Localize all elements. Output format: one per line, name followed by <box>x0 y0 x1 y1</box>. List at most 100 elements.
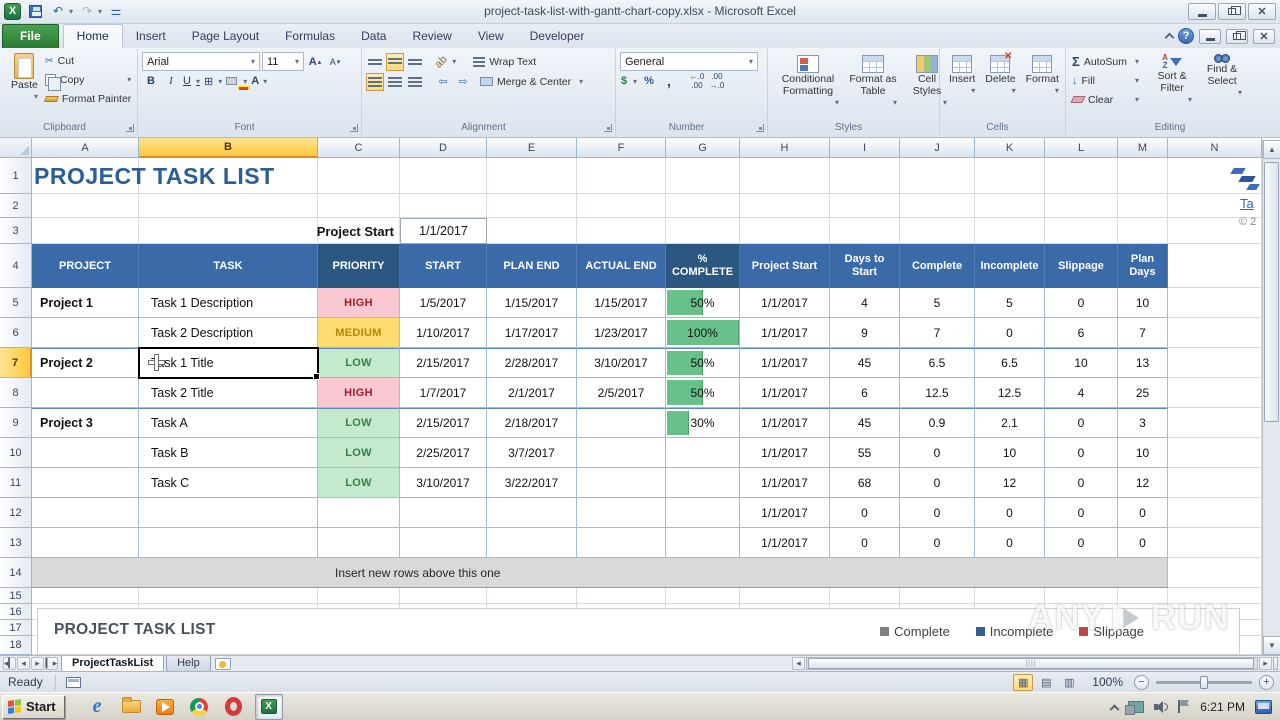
format-cells-button[interactable]: Format ▾ <box>1021 53 1064 120</box>
table-header-complete[interactable]: % COMPLETE <box>666 244 740 288</box>
cell-start[interactable] <box>400 498 487 528</box>
cell-days_to_start[interactable]: 0 <box>830 498 900 528</box>
cell-incomplete[interactable]: 12 <box>975 468 1045 498</box>
column-header-A[interactable]: A <box>32 138 139 158</box>
cell-plan_end[interactable] <box>487 498 577 528</box>
media-player-icon[interactable] <box>153 694 178 719</box>
cell-priority[interactable]: MEDIUM <box>318 318 400 348</box>
cell-complete[interactable] <box>666 468 740 498</box>
sheet-tab-help[interactable]: Help <box>166 655 211 672</box>
cell-days_to_start[interactable]: 6 <box>830 378 900 408</box>
insert-cells-button[interactable]: Insert ▾ <box>944 53 980 120</box>
cell-project_start[interactable]: 1/1/2017 <box>740 378 830 408</box>
row-header-5[interactable]: 5 <box>0 288 32 318</box>
cell-actual_end[interactable]: 2/5/2017 <box>577 378 666 408</box>
start-button[interactable]: Start <box>2 694 65 719</box>
cell-project_start[interactable]: 1/1/2017 <box>740 498 830 528</box>
cell-task[interactable]: Task 2 Title <box>139 378 318 408</box>
cell-plan_end[interactable]: 3/7/2017 <box>487 438 577 468</box>
table-header-slippage[interactable]: Slippage <box>1045 244 1118 288</box>
vertical-scroll-thumb[interactable] <box>1264 162 1279 422</box>
ribbon-tab-page-layout[interactable]: Page Layout <box>191 29 260 43</box>
number-format-select[interactable]: General ▾ <box>620 52 758 71</box>
autosum-button[interactable]: Σ AutoSum ▾ <box>1072 54 1140 69</box>
row-header-12[interactable]: 12 <box>0 498 32 528</box>
page-break-view-button[interactable]: ▥ <box>1064 676 1075 689</box>
cell-start[interactable]: 3/10/2017 <box>400 468 487 498</box>
wrap-text-button[interactable]: Wrap Text <box>471 52 538 71</box>
cell-complete[interactable]: 50% <box>666 378 740 408</box>
column-header-L[interactable]: L <box>1045 138 1118 158</box>
cell-slippage[interactable]: 10 <box>1045 348 1118 378</box>
cell-complete[interactable] <box>666 528 740 558</box>
tray-expand-icon[interactable] <box>1109 704 1120 715</box>
cell-incomplete[interactable]: 0 <box>975 498 1045 528</box>
action-center-flag-icon[interactable] <box>1178 700 1190 713</box>
cell-priority[interactable] <box>318 498 400 528</box>
excel-taskbar-button[interactable]: X <box>254 693 283 720</box>
table-header-complete_days[interactable]: Complete <box>900 244 975 288</box>
cell-days_to_start[interactable]: 0 <box>830 528 900 558</box>
ribbon-tab-view[interactable]: View <box>477 29 504 43</box>
insert-row[interactable]: Insert new rows above this one <box>32 558 1168 588</box>
hscroll-left-icon[interactable]: ◂ <box>792 657 805 670</box>
grow-font-button[interactable]: A ▴ <box>308 55 322 68</box>
ribbon-tab-data[interactable]: Data <box>361 29 387 43</box>
cell-priority[interactable]: LOW <box>318 348 400 378</box>
grid-canvas[interactable]: PROJECT TASK LIST Project Start 1/1/2017… <box>32 158 1262 655</box>
cell-project[interactable] <box>32 528 139 558</box>
cell-project[interactable] <box>32 468 139 498</box>
tab-split-handle[interactable] <box>1273 657 1278 670</box>
cut-button[interactable]: ✂ Cut <box>44 54 75 67</box>
cell-slippage[interactable]: 6 <box>1045 318 1118 348</box>
cell-slippage[interactable]: 0 <box>1045 408 1118 438</box>
cell-slippage[interactable]: 0 <box>1045 498 1118 528</box>
last-sheet-button[interactable]: ▎▸ <box>45 657 58 670</box>
cell-priority[interactable]: LOW <box>318 438 400 468</box>
scroll-up-icon[interactable]: ▲ <box>1263 140 1280 159</box>
currency-format-button[interactable]: $ ▾ <box>621 75 637 87</box>
cell-priority[interactable]: LOW <box>318 408 400 438</box>
cell-actual_end[interactable] <box>577 408 666 438</box>
cell-days_to_start[interactable]: 55 <box>830 438 900 468</box>
project-start-value[interactable]: 1/1/2017 <box>400 218 487 244</box>
row-header-4[interactable]: 4 <box>0 244 32 288</box>
cell-plan_days[interactable]: 0 <box>1118 528 1168 558</box>
row-header-13[interactable]: 13 <box>0 528 32 558</box>
column-header-D[interactable]: D <box>400 138 487 158</box>
increase-decimal-button[interactable]: ←.0.00 <box>689 71 705 90</box>
cell-plan_days[interactable]: 25 <box>1118 378 1168 408</box>
paste-button[interactable]: Paste ▾ <box>6 51 43 108</box>
cell-priority[interactable]: HIGH <box>318 378 400 408</box>
cell-complete[interactable]: 100% <box>666 318 740 348</box>
cell-project_start[interactable]: 1/1/2017 <box>740 318 830 348</box>
cell-plan_end[interactable]: 3/22/2017 <box>487 468 577 498</box>
cell-incomplete[interactable]: 0 <box>975 528 1045 558</box>
cell-complete_days[interactable]: 6.5 <box>900 348 975 378</box>
cell-project[interactable] <box>32 378 139 408</box>
column-header-M[interactable]: M <box>1118 138 1168 158</box>
merge-center-button[interactable]: Merge & Center ▾ <box>478 72 585 91</box>
ribbon-tab-home[interactable]: Home <box>62 24 123 48</box>
font-family-select[interactable]: Arial ▾ <box>142 52 260 71</box>
cell-incomplete[interactable]: 0 <box>975 318 1045 348</box>
table-header-project_start[interactable]: Project Start <box>740 244 830 288</box>
number-dialog-launcher-icon[interactable] <box>756 124 764 132</box>
vertical-scrollbar[interactable]: ▲ ▼ <box>1262 140 1280 655</box>
cell-complete[interactable] <box>666 498 740 528</box>
cell-priority[interactable]: LOW <box>318 468 400 498</box>
cell-incomplete[interactable]: 2.1 <box>975 408 1045 438</box>
cell-task[interactable]: Task C <box>139 468 318 498</box>
cell-plan_end[interactable]: 1/15/2017 <box>487 288 577 318</box>
cell-slippage[interactable]: 0 <box>1045 528 1118 558</box>
orientation-button[interactable]: ab ▾ <box>432 52 457 71</box>
align-right-button[interactable] <box>406 73 424 91</box>
column-header-F[interactable]: F <box>577 138 666 158</box>
row-header-16[interactable]: 16 <box>0 604 32 620</box>
cell-project[interactable] <box>32 438 139 468</box>
table-header-priority[interactable]: PRIORITY <box>318 244 400 288</box>
undo-dropdown-icon[interactable]: ▾ <box>69 6 74 16</box>
close-button[interactable]: ✕ <box>1248 3 1276 20</box>
conditional-formatting-button[interactable]: Conditional Formatting ▾ <box>772 53 844 120</box>
cell-start[interactable]: 1/5/2017 <box>400 288 487 318</box>
